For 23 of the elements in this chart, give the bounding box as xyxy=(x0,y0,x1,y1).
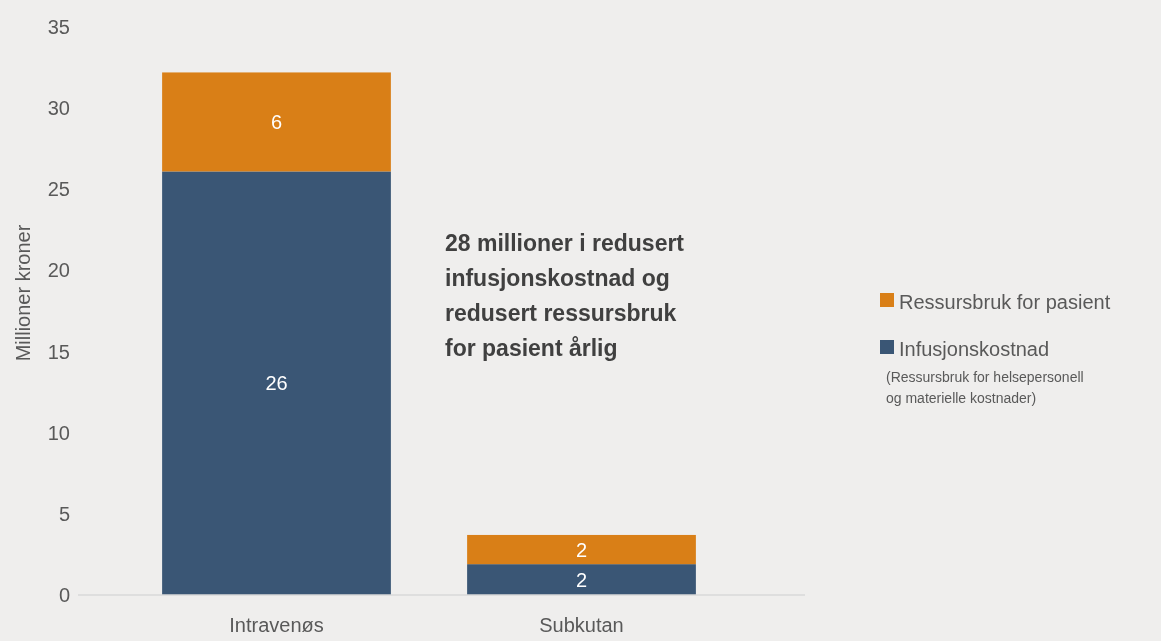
y-tick-label: 35 xyxy=(47,16,70,38)
data-label: 6 xyxy=(270,110,283,133)
x-tick-label: Subkutan xyxy=(539,614,624,636)
y-tick-label: 10 xyxy=(47,421,70,444)
y-tick-label: 0 xyxy=(58,584,70,606)
y-tick-label: 25 xyxy=(47,178,70,201)
data-label: 2 xyxy=(575,568,588,591)
legend-label: Ressursbruk for pasient xyxy=(899,291,1111,313)
x-tick-label: Intravenøs xyxy=(229,614,324,636)
bar xyxy=(162,72,391,172)
annotation: 28 millioner i redusert infusjonskostnad og redusert ressursbruk for pasient årlig xyxy=(445,230,685,361)
y-tick-label: 15 xyxy=(47,340,70,363)
y-axis-title: Millioner kroner xyxy=(12,224,34,362)
bar xyxy=(162,171,391,595)
bar xyxy=(467,534,696,565)
y-tick-label: 5 xyxy=(58,502,70,525)
y-tick-label: 30 xyxy=(47,97,70,120)
legend-label: Infusjonskostnad xyxy=(899,338,1050,360)
data-label: 2 xyxy=(575,538,588,561)
data-label: 26 xyxy=(265,372,288,395)
y-tick-label: 20 xyxy=(47,259,70,282)
text: (Ressursbruk for helsepersonell og materielle kostnader) xyxy=(886,369,1084,406)
bar xyxy=(467,564,696,595)
